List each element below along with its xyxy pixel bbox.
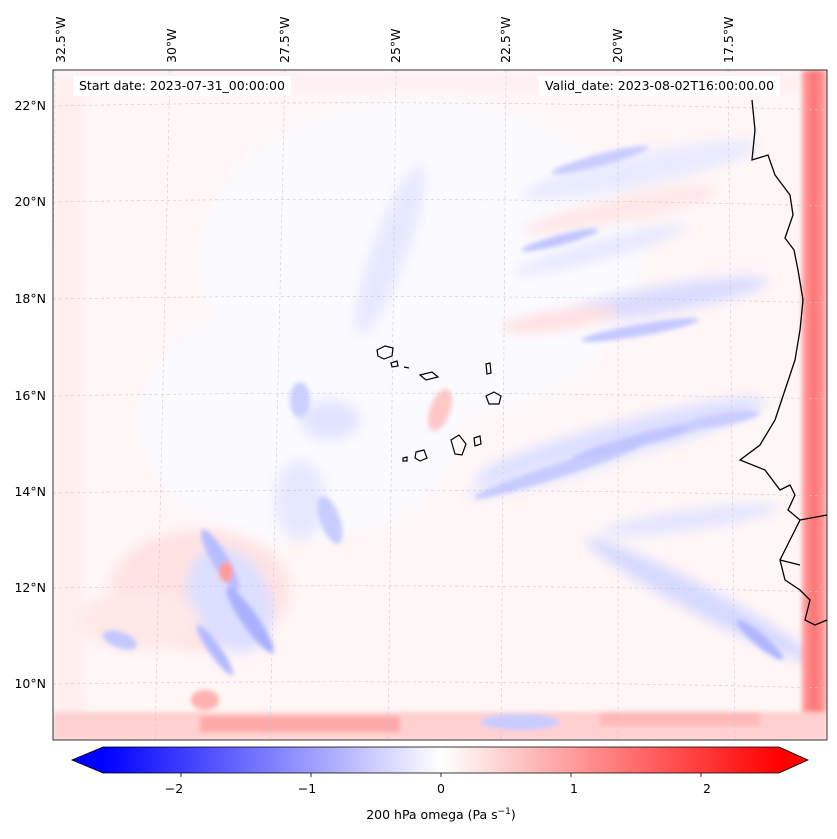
lat-label-20n: 20°N: [14, 194, 46, 209]
colorbar-extend-low: [72, 747, 103, 773]
lon-label-27-5w: 27.5°W: [277, 16, 292, 63]
valid-date-label: Valid_date: 2023-08-02T16:00:00.00: [539, 76, 781, 96]
colorbar-tick-label: −2: [164, 781, 184, 796]
lat-label-14n: 14°N: [14, 484, 46, 499]
colorbar-tick-label: 0: [437, 781, 445, 796]
lon-label-17-5w: 17.5°W: [721, 16, 736, 63]
lon-label-32-5w: 32.5°W: [53, 16, 68, 63]
colorbar-label: 200 hPa omega (Pa s−1): [366, 807, 516, 822]
colorbar-label-exponent: −1: [497, 807, 511, 817]
lon-label-22-5w: 22.5°W: [498, 16, 513, 63]
lat-label-18n: 18°N: [14, 291, 46, 306]
colorbar-tick-label: −1: [297, 781, 317, 796]
omega-field: [53, 70, 827, 740]
colorbar-tick-label: 1: [570, 781, 578, 796]
lat-label-12n: 12°N: [14, 580, 46, 595]
africa-coastline: [738, 99, 827, 626]
colorbar-extend-high: [779, 747, 808, 773]
colorbar-label-tail: ): [510, 807, 516, 823]
lon-label-25w: 25°W: [388, 28, 403, 63]
map-frame: [52, 69, 828, 741]
colorbar: [70, 746, 809, 777]
start-date-label: Start date: 2023-07-31_00:00:00: [73, 76, 291, 96]
lat-label-10n: 10°N: [14, 676, 46, 691]
lon-label-30w: 30°W: [164, 28, 179, 63]
colorbar-label-main: 200 hPa omega (Pa s: [366, 807, 498, 823]
colorbar-tick-label: 2: [703, 781, 711, 796]
lon-label-20w: 20°W: [610, 28, 625, 63]
cabo-verde-islands: [376, 345, 502, 462]
graticule: [53, 70, 827, 740]
lat-label-22n: 22°N: [14, 98, 46, 113]
lat-label-16n: 16°N: [14, 388, 46, 403]
